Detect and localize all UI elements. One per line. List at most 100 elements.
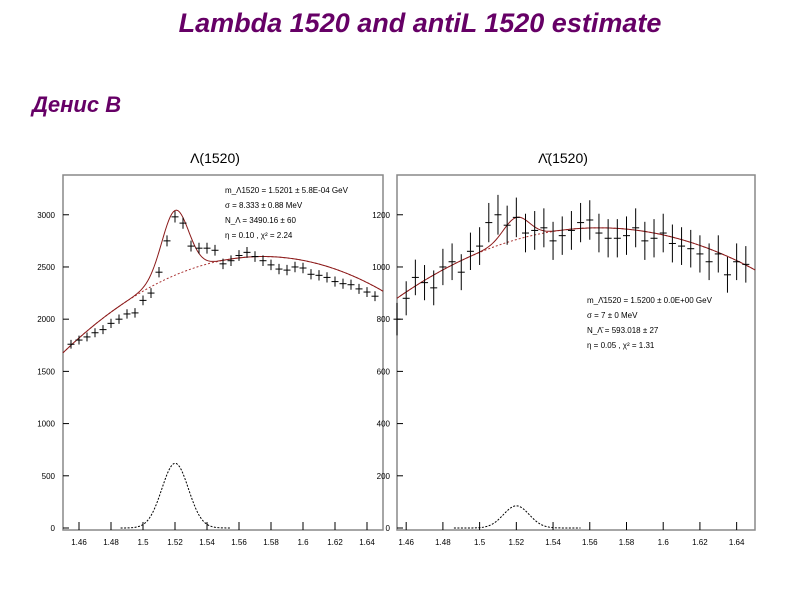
- data-point: [632, 208, 640, 248]
- data-point: [355, 283, 363, 294]
- x-tick-label: 1.62: [692, 538, 708, 547]
- x-tick-label: 1.56: [582, 538, 598, 547]
- data-point: [323, 272, 331, 283]
- y-tick-label: 200: [377, 472, 391, 481]
- data-point: [219, 258, 227, 270]
- x-tick-label: 1.5: [137, 538, 149, 547]
- plot-title: Λ(1520): [190, 150, 240, 166]
- fit-parameter-text: m_Λ̄1520 = 1.5200 ± 0.0E+00 GeV: [587, 296, 713, 305]
- data-point: [549, 221, 557, 260]
- data-point: [567, 211, 575, 250]
- author-name: Денис В: [32, 92, 122, 117]
- data-point: [171, 211, 179, 223]
- data-point: [678, 227, 686, 265]
- fit-parameter-text: η = 0.05 , χ² = 1.31: [587, 341, 655, 350]
- data-point: [494, 194, 502, 235]
- y-tick-label: 0: [51, 524, 56, 533]
- fit-parameter-text: N_Λ = 3490.16 ± 60: [225, 216, 296, 225]
- y-tick-label: 1200: [372, 211, 390, 220]
- data-point: [641, 221, 649, 260]
- y-tick-label: 3000: [37, 211, 55, 220]
- total-fit-curve: [396, 216, 756, 299]
- data-point: [742, 246, 750, 283]
- data-point: [586, 200, 594, 240]
- data-point: [457, 254, 465, 291]
- data-point: [211, 244, 219, 256]
- data-point: [195, 242, 203, 254]
- data-point: [393, 302, 401, 336]
- fit-parameter-text: N_Λ̄ = 593.018 ± 27: [587, 326, 659, 335]
- data-point: [107, 318, 115, 328]
- data-point: [476, 227, 484, 265]
- x-tick-label: 1.54: [199, 538, 215, 547]
- fit-parameter-text: η = 0.10 , χ² = 2.24: [225, 231, 293, 240]
- data-point: [235, 250, 243, 261]
- x-tick-label: 1.52: [167, 538, 183, 547]
- x-tick-label: 1.46: [398, 538, 414, 547]
- data-point: [99, 325, 107, 335]
- plot-frame: [396, 174, 756, 531]
- y-tick-label: 1500: [37, 367, 55, 376]
- data-point: [83, 332, 91, 342]
- y-tick-label: 2500: [37, 263, 55, 272]
- data-point: [485, 202, 493, 243]
- data-point: [696, 235, 704, 273]
- data-point: [604, 219, 612, 258]
- data-point: [659, 213, 667, 253]
- x-tick-label: 1.54: [545, 538, 561, 547]
- data-point: [705, 243, 713, 281]
- data-point: [363, 287, 371, 297]
- data-point: [227, 255, 235, 266]
- x-tick-label: 1.58: [263, 538, 279, 547]
- fit-parameter-text: σ = 8.333 ± 0.88 MeV: [225, 201, 303, 210]
- plot-frame: [62, 174, 384, 531]
- data-point: [411, 259, 419, 296]
- y-tick-label: 1000: [37, 420, 55, 429]
- data-point: [147, 288, 155, 299]
- data-point: [291, 261, 299, 273]
- data-point: [439, 248, 447, 286]
- data-point: [267, 259, 275, 271]
- data-point: [650, 219, 658, 258]
- y-tick-label: 500: [42, 472, 56, 481]
- data-point: [347, 279, 355, 290]
- data-point: [595, 213, 603, 253]
- y-tick-label: 400: [377, 420, 391, 429]
- data-point: [75, 335, 83, 345]
- background-fit-curve: [396, 227, 756, 299]
- x-tick-label: 1.62: [327, 538, 343, 547]
- x-tick-label: 1.64: [359, 538, 375, 547]
- data-point: [421, 265, 429, 301]
- x-tick-label: 1.46: [71, 538, 87, 547]
- x-tick-label: 1.56: [231, 538, 247, 547]
- data-point: [448, 243, 456, 281]
- data-point: [522, 213, 530, 253]
- data-point: [187, 240, 195, 252]
- plot-2: Λ̄(1520) 1.46 1.48 1.5 1.52 1.54 1.56 1.58 1.6 1.…: [372, 150, 756, 547]
- data-point: [613, 219, 621, 258]
- data-point: [577, 202, 585, 243]
- data-point: [243, 246, 251, 258]
- data-point: [131, 308, 139, 318]
- data-point: [531, 211, 539, 250]
- data-point: [687, 229, 695, 268]
- signal-gauss-curve: [120, 462, 232, 529]
- x-tick-label: 1.6: [297, 538, 309, 547]
- x-tick-label: 1.48: [435, 538, 451, 547]
- data-point: [139, 295, 147, 306]
- x-tick-label: 1.6: [658, 538, 670, 547]
- data-point: [622, 216, 630, 255]
- y-tick-label: 600: [377, 367, 391, 376]
- background-fit-curve: [62, 256, 384, 354]
- data-point: [430, 270, 438, 306]
- x-tick-label: 1.48: [103, 538, 119, 547]
- data-point: [331, 276, 339, 287]
- data-point: [283, 264, 291, 276]
- x-tick-label: 1.5: [474, 538, 486, 547]
- data-point: [733, 243, 741, 281]
- data-point: [503, 205, 511, 245]
- plot-1: Λ(1520) 1.46 1.48 1.5 1.52 1.54 1.56 1.58 1.6 1.6…: [37, 150, 384, 547]
- data-point: [466, 232, 474, 271]
- x-tick-label: 1.58: [619, 538, 635, 547]
